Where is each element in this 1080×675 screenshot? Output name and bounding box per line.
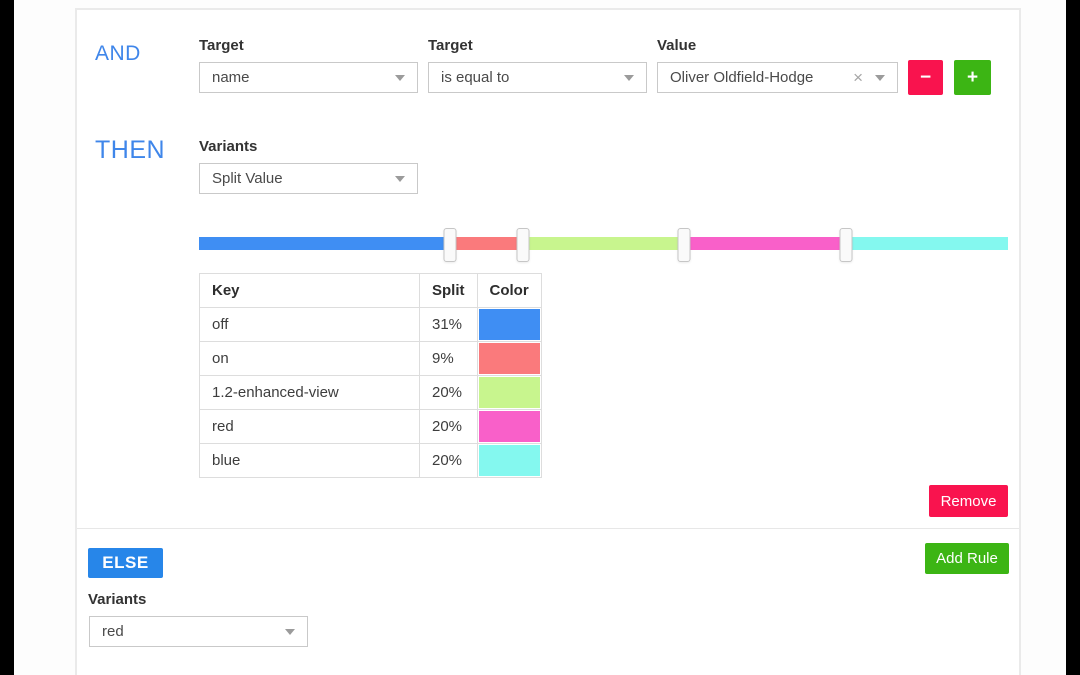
condition-operator-select[interactable]: is equal to — [428, 62, 647, 93]
then-keyword: THEN — [95, 136, 166, 164]
split-key-cell: on — [199, 341, 420, 376]
split-table-row: on 9% — [199, 341, 542, 376]
split-percent-cell: 20% — [419, 409, 478, 444]
split-table-header-row: Key Split Color — [199, 273, 542, 308]
condition-value-label: Value — [657, 37, 697, 54]
minus-icon: − — [919, 66, 932, 88]
slider-segment-red — [684, 237, 847, 250]
condition-property-value: name — [212, 69, 250, 86]
letterbox-bar-left — [0, 0, 14, 675]
condition-operator-field: Target is equal to — [428, 37, 647, 93]
chevron-down-icon — [395, 175, 405, 182]
clear-value-icon[interactable]: × — [853, 67, 863, 87]
split-percent-cell: 20% — [419, 443, 478, 478]
split-color-cell — [476, 409, 542, 444]
chevron-down-icon — [285, 628, 295, 635]
else-badge: ELSE — [88, 548, 163, 578]
split-key-cell: off — [199, 307, 420, 342]
plus-icon: + — [966, 66, 979, 88]
and-keyword: AND — [95, 42, 141, 65]
else-variants-select[interactable]: red — [89, 616, 308, 647]
condition-operator-value: is equal to — [441, 69, 510, 86]
rule-variants-value: Split Value — [212, 170, 283, 187]
color-swatch — [478, 445, 540, 476]
split-slider-track — [199, 237, 1008, 250]
chevron-down-icon — [395, 74, 405, 81]
section-divider — [77, 528, 1019, 529]
slider-segment-blue — [846, 237, 1008, 250]
add-condition-button[interactable]: + — [954, 60, 991, 95]
else-variants-value: red — [102, 623, 124, 640]
split-slider — [199, 228, 1008, 262]
rule-variants-select[interactable]: Split Value — [199, 163, 418, 194]
split-table-header-split: Split — [419, 273, 478, 308]
split-percent-cell: 9% — [419, 341, 478, 376]
condition-value-field: Value Oliver Oldfield-Hodge × — [657, 37, 898, 93]
split-key-cell: blue — [199, 443, 420, 478]
color-swatch — [478, 377, 540, 408]
split-color-cell — [476, 341, 542, 376]
slider-segment-off — [199, 237, 450, 250]
split-table-row: 1.2-enhanced-view 20% — [199, 375, 542, 410]
color-swatch — [478, 411, 540, 442]
rule-variants-field: Variants Split Value — [199, 138, 418, 194]
condition-property-field: Target name — [199, 37, 418, 93]
color-swatch — [478, 309, 540, 340]
split-table-row: red 20% — [199, 409, 542, 444]
slider-handle[interactable] — [677, 228, 691, 262]
split-table: Key Split Color off 31% on 9% 1.2-enhanced-vie… — [199, 273, 542, 478]
split-percent-cell: 31% — [419, 307, 478, 342]
split-table-row: blue 20% — [199, 443, 542, 478]
slider-segment-on — [449, 237, 523, 250]
split-color-cell — [476, 375, 542, 410]
split-key-cell: 1.2-enhanced-view — [199, 375, 420, 410]
chevron-down-icon — [875, 74, 885, 81]
remove-rule-button[interactable]: Remove — [929, 485, 1008, 517]
slider-segment-1.2-enhanced-view — [522, 237, 685, 250]
condition-value-text: Oliver Oldfield-Hodge — [670, 69, 814, 86]
split-key-cell: red — [199, 409, 420, 444]
condition-value-select[interactable]: Oliver Oldfield-Hodge × — [657, 62, 898, 93]
else-variants-label: Variants — [88, 591, 147, 608]
letterbox-bar-right — [1066, 0, 1080, 675]
add-rule-button[interactable]: Add Rule — [925, 543, 1009, 574]
split-table-header-color: Color — [476, 273, 542, 308]
slider-handle[interactable] — [839, 228, 853, 262]
split-percent-cell: 20% — [419, 375, 478, 410]
rule-variants-label: Variants — [199, 138, 258, 155]
split-table-body: off 31% on 9% 1.2-enhanced-view 20% red 20% blue… — [199, 307, 542, 478]
slider-handle[interactable] — [516, 228, 530, 262]
remove-condition-button[interactable]: − — [908, 60, 943, 95]
condition-property-select[interactable]: name — [199, 62, 418, 93]
rule-builder-card: AND Target name Target is equal to Value… — [75, 8, 1021, 675]
split-color-cell — [476, 443, 542, 478]
split-table-header-key: Key — [199, 273, 420, 308]
split-color-cell — [476, 307, 542, 342]
color-swatch — [478, 343, 540, 374]
condition-operator-label: Target — [428, 37, 473, 54]
condition-property-label: Target — [199, 37, 244, 54]
split-table-row: off 31% — [199, 307, 542, 342]
slider-handle[interactable] — [443, 228, 457, 262]
chevron-down-icon — [624, 74, 634, 81]
